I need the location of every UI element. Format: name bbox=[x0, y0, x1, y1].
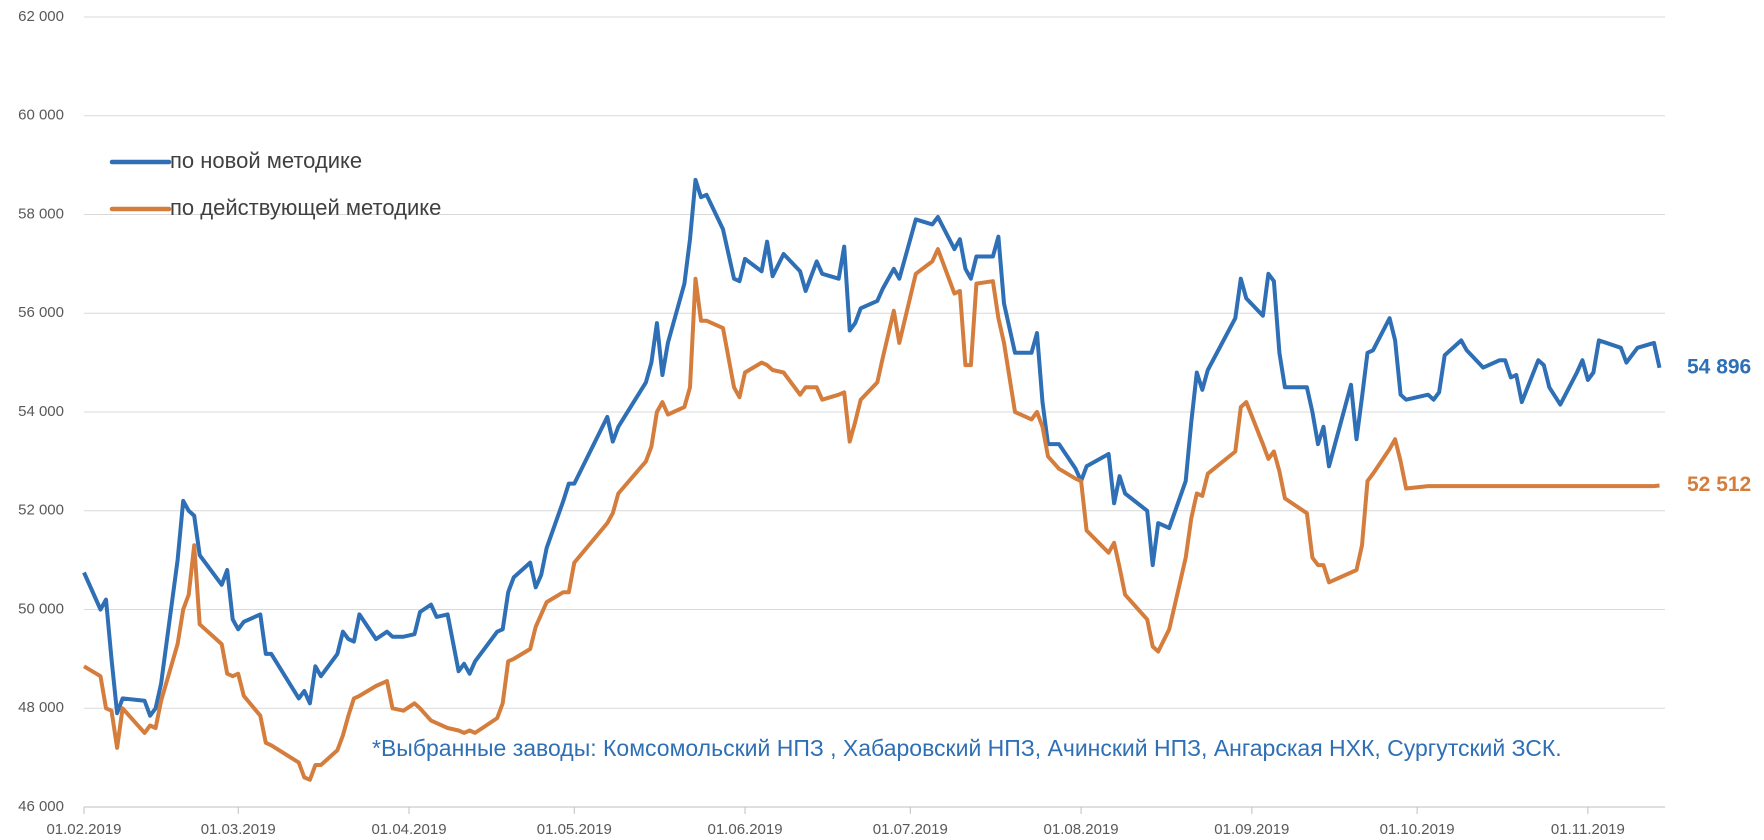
y-tick-label: 46 000 bbox=[18, 798, 64, 815]
end-label: 54 896 bbox=[1687, 355, 1751, 378]
y-tick-label: 58 000 bbox=[18, 205, 64, 222]
y-tick-label: 62 000 bbox=[18, 8, 64, 25]
y-tick-label: 50 000 bbox=[18, 600, 64, 617]
x-tick-label: 01.09.2019 bbox=[1214, 821, 1289, 838]
x-tick-label: 01.11.2019 bbox=[1551, 821, 1625, 838]
note: *Выбранные заводы: Комсомольский НПЗ , Х… bbox=[372, 735, 1562, 761]
series-line bbox=[82, 247, 1660, 782]
legend-label: по действующей методике bbox=[170, 195, 441, 220]
x-tick-label: 01.05.2019 bbox=[537, 821, 612, 838]
x-tick-label: 01.04.2019 bbox=[371, 821, 446, 838]
y-tick-label: 48 000 bbox=[18, 699, 64, 716]
series-line bbox=[82, 177, 1662, 718]
y-tick-label: 54 000 bbox=[18, 403, 64, 420]
legend-label: по новой методике bbox=[170, 148, 362, 173]
x-tick-label: 01.02.2019 bbox=[46, 821, 121, 838]
end-label: 52 512 bbox=[1687, 473, 1751, 496]
x-tick-label: 01.03.2019 bbox=[201, 821, 276, 838]
y-tick-label: 52 000 bbox=[18, 502, 64, 519]
x-tick-label: 01.07.2019 bbox=[873, 821, 948, 838]
x-tick-label: 01.08.2019 bbox=[1044, 821, 1119, 838]
y-tick-label: 60 000 bbox=[18, 107, 64, 124]
y-tick-label: 56 000 bbox=[18, 304, 64, 321]
x-tick-label: 01.10.2019 bbox=[1380, 821, 1455, 838]
x-tick-label: 01.06.2019 bbox=[708, 821, 783, 838]
